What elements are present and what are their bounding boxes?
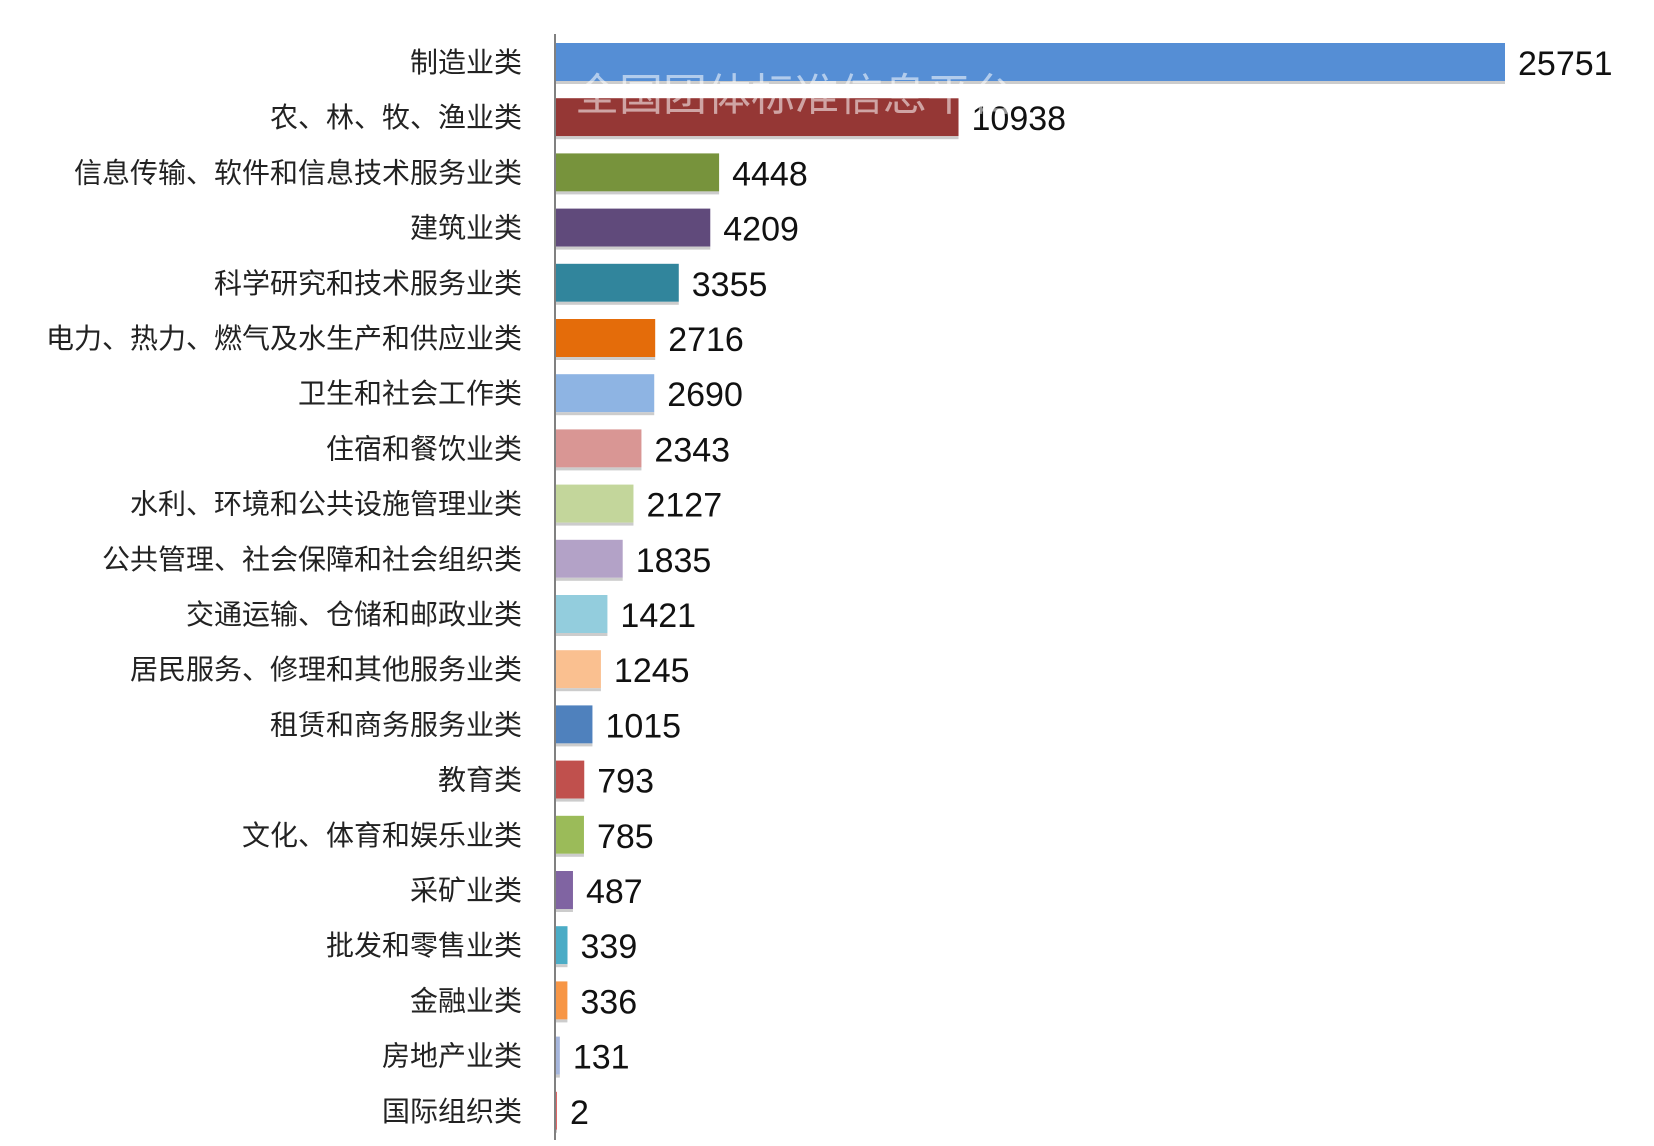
bar	[555, 208, 711, 247]
bar-shadow	[555, 136, 959, 140]
category-tick-label: 租赁和商务服务业类	[270, 708, 522, 741]
category-tick-label: 电力、热力、燃气及水生产和供应业类	[46, 322, 522, 355]
bar	[555, 595, 608, 633]
bar-value-label: 25751	[1518, 45, 1613, 83]
bar-value-label: 3355	[692, 266, 768, 304]
category-tick-label: 采矿业类	[410, 874, 522, 907]
bar-value-label: 2127	[646, 487, 722, 525]
bar-shadow	[555, 522, 634, 526]
bar	[555, 705, 593, 744]
bar-value-label: 2343	[654, 431, 730, 469]
bar	[555, 43, 1505, 81]
bar	[555, 650, 601, 689]
bars-layer	[555, 43, 1505, 1133]
bar	[555, 153, 720, 192]
bar-value-label: 1421	[620, 597, 696, 635]
bar-value-label: 487	[586, 873, 643, 911]
bar-shadow	[555, 191, 720, 195]
bar-shadow	[555, 357, 656, 360]
category-tick-label: 教育类	[438, 764, 522, 797]
bar-value-label: 785	[597, 818, 654, 856]
bar-shadow	[555, 301, 679, 305]
bar	[555, 539, 623, 578]
bar	[555, 98, 959, 137]
category-tick-label: 国际组织类	[382, 1095, 522, 1128]
bar-value-label: 1835	[636, 542, 712, 580]
category-tick-label: 信息传输、软件和信息技术服务业类	[74, 156, 522, 189]
bar	[555, 429, 642, 468]
watermark-text: 全国团体标准信息平台	[575, 70, 1015, 121]
bar	[555, 484, 634, 523]
bar-shadow	[555, 798, 585, 802]
bar-value-label: 793	[597, 763, 654, 801]
bar-value-label: 2690	[667, 376, 743, 414]
bar	[555, 760, 585, 799]
category-tick-label: 居民服务、修理和其他服务业类	[130, 653, 522, 686]
bar-value-label: 1015	[605, 707, 681, 745]
bar-shadow	[555, 81, 1505, 84]
bar-shadow	[555, 1074, 560, 1078]
bar-shadow	[555, 467, 642, 471]
bar-shadow	[555, 633, 608, 636]
category-tick-label: 交通运输、仓储和邮政业类	[186, 598, 522, 631]
bar-shadow	[555, 577, 623, 581]
bar-shadow	[555, 412, 655, 416]
bar-shadow	[555, 246, 711, 250]
bar	[555, 926, 568, 965]
bar-shadow	[555, 743, 593, 747]
category-tick-label: 卫生和社会工作类	[298, 377, 522, 410]
bar	[555, 319, 656, 357]
bar-shadow	[555, 964, 568, 968]
category-tick-label: 农、林、牧、渔业类	[270, 101, 522, 134]
category-tick-label: 公共管理、社会保障和社会组织类	[102, 543, 522, 576]
bar-value-label: 339	[581, 928, 638, 966]
category-tick-label: 房地产业类	[382, 1040, 522, 1073]
bar-value-label: 4209	[723, 211, 799, 249]
bar	[555, 871, 573, 909]
bar-shadow	[555, 1019, 568, 1023]
category-tick-label: 水利、环境和公共设施管理业类	[130, 488, 522, 521]
bar	[555, 374, 655, 413]
bar	[555, 1036, 560, 1075]
bar-shadow	[555, 688, 601, 692]
bar-value-label: 10938	[972, 100, 1067, 138]
category-tick-label: 住宿和餐饮业类	[326, 432, 522, 465]
bar-value-label: 4448	[732, 155, 808, 193]
category-tick-label: 金融业类	[410, 984, 522, 1017]
labels-layer: 制造业类 25751 农、林、牧、渔业类 10938 信息传输、软件和信息技术服务业类 4…	[46, 45, 1613, 1132]
bar-value-label: 1245	[614, 652, 690, 690]
category-tick-label: 文化、体育和娱乐业类	[242, 819, 522, 852]
category-tick-label: 科学研究和技术服务业类	[214, 267, 522, 300]
bar-value-label: 2	[570, 1094, 589, 1132]
bar-shadow	[555, 909, 573, 912]
category-tick-label: 制造业类	[410, 46, 522, 79]
bar-value-label: 2716	[668, 321, 744, 359]
category-tick-label: 建筑业类	[410, 212, 522, 245]
bar	[555, 981, 568, 1020]
bar-value-label: 336	[580, 983, 637, 1021]
bar	[555, 815, 584, 854]
bar-shadow	[555, 853, 584, 857]
category-tick-label: 批发和零售业类	[326, 929, 522, 962]
bar-value-label: 131	[573, 1039, 630, 1077]
bar	[555, 263, 679, 302]
